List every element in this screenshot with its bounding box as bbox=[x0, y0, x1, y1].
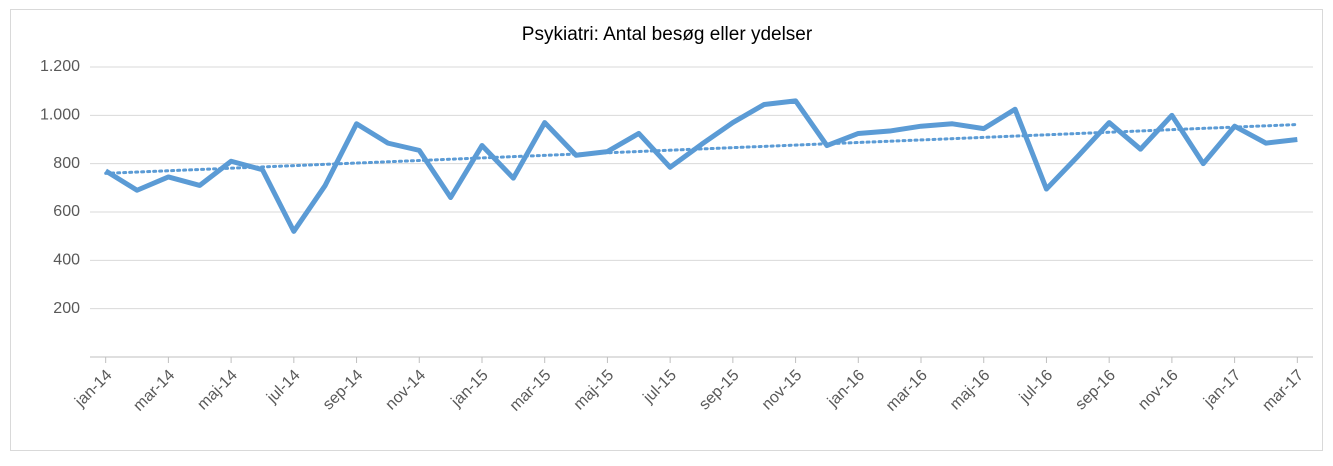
y-tick-label: 200 bbox=[53, 300, 80, 317]
y-tick-label: 600 bbox=[53, 203, 80, 220]
trendline bbox=[104, 123, 1299, 175]
chart-border bbox=[10, 9, 1323, 451]
y-tick-label: 800 bbox=[53, 155, 80, 172]
data-line bbox=[104, 98, 1298, 234]
chart-title: Psykiatri: Antal besøg eller ydelser bbox=[522, 24, 813, 45]
y-tick-label: 400 bbox=[53, 252, 80, 269]
y-tick-label: 1.000 bbox=[40, 107, 80, 124]
y-tick-label: 1.200 bbox=[40, 58, 80, 75]
